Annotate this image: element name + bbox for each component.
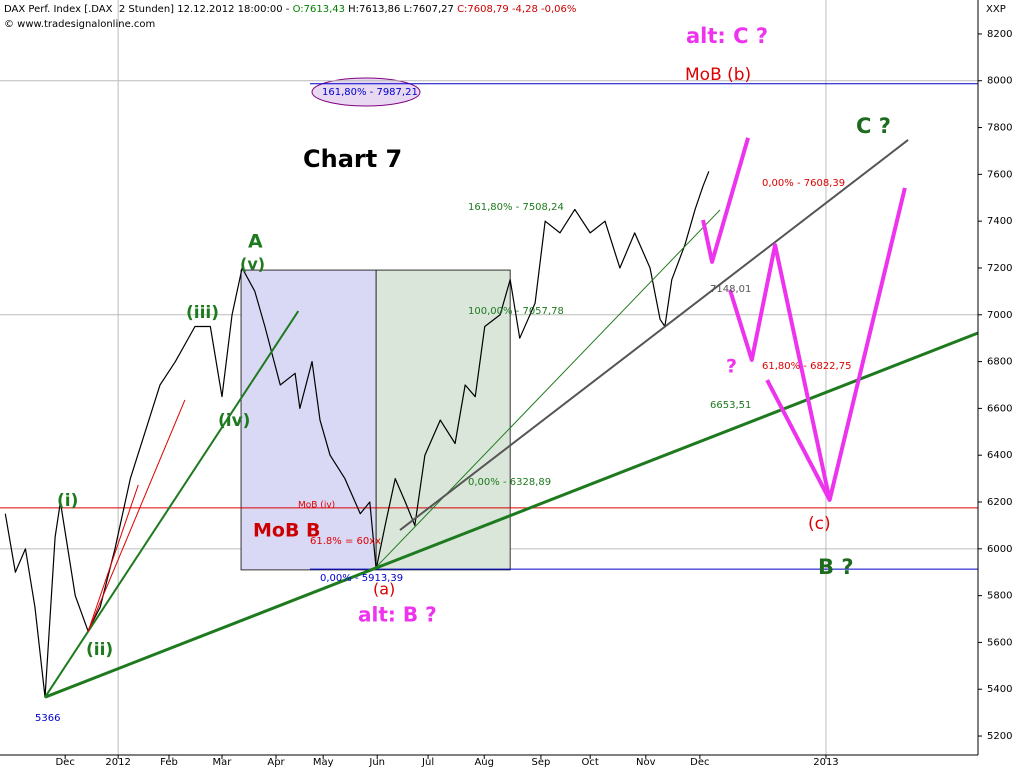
header-part: C:7608,79 -4,28 -0,06% (457, 4, 576, 15)
y-tick-label: 6800 (987, 357, 1012, 368)
annotation: ? (726, 356, 737, 378)
plot (0, 0, 979, 755)
y-tick-label: 6200 (987, 497, 1012, 508)
y-tick-label: 5200 (987, 731, 1012, 742)
trend-line (87, 399, 186, 633)
y-tick-label: 5600 (987, 637, 1012, 648)
price-line (4, 171, 710, 698)
annotation: 161,80% - 7508,24 (468, 202, 564, 213)
annotation: 161,80% - 7987,21 (322, 87, 418, 98)
y-tick-label: 7400 (987, 216, 1012, 227)
annotation: MoB (b) (685, 65, 751, 85)
trend-line (399, 139, 909, 531)
annotation: (ii) (86, 640, 113, 660)
label-ellipse (311, 77, 421, 107)
x-tick-label: Jun (368, 757, 385, 768)
annotation: (a) (373, 580, 395, 599)
y-tick-label: 6000 (987, 544, 1012, 555)
y-tick-label: 7200 (987, 263, 1012, 274)
annotation: 6653,51 (710, 400, 751, 411)
annotation: 7148,01 (710, 284, 751, 295)
x-tick-label: Aug (474, 757, 494, 768)
trend-line (87, 484, 139, 633)
y-tick-label: 5800 (987, 591, 1012, 602)
x-tick-label: Apr (267, 757, 285, 768)
annotation: (iii) (186, 303, 219, 323)
annotation: MoB (iv) (298, 501, 335, 511)
trend-line (44, 310, 300, 698)
y-tick-label: 6600 (987, 403, 1012, 414)
annotation: C ? (856, 114, 891, 138)
x-tick-label: Dec (55, 757, 74, 768)
copyright: © www.tradesignalonline.com (4, 19, 155, 30)
annotation: 61.8% = 60xx (310, 536, 381, 547)
annotation: (iv) (218, 411, 250, 431)
x-tick-label: 2013 (813, 757, 838, 768)
trend-line (765, 379, 832, 501)
box (375, 269, 511, 571)
annotation: 0,00% - 6328,89 (468, 477, 551, 488)
annotation: MoB B (253, 520, 321, 542)
header-part: H:7613,86 L:7607,27 (345, 4, 457, 15)
annotation: 5366 (35, 713, 60, 724)
annotation: 0,00% - 7608,39 (762, 178, 845, 189)
y-tick-label: 6400 (987, 450, 1012, 461)
annotation: (i) (57, 491, 78, 511)
x-tick-label: Jul (421, 757, 434, 768)
trend-line (728, 187, 907, 502)
header-part: DAX Perf. Index [.DAX 2 Stunden] 12.12.2… (4, 4, 293, 15)
x-tick-label: Oct (582, 757, 599, 768)
y-tick-label: 8200 (987, 29, 1012, 40)
annotation: B ? (818, 555, 854, 579)
annotation: 100,00% - 7057,78 (468, 306, 564, 317)
annotation: A (248, 231, 263, 253)
annotation: 61,80% - 6822,75 (762, 361, 851, 372)
x-tick-label: 2012 (105, 757, 130, 768)
x-tick-label: Dec (690, 757, 709, 768)
header-part: O:7613,43 (293, 4, 345, 15)
annotation: (v) (240, 255, 265, 274)
y-tick-label: 8000 (987, 76, 1012, 87)
trend-line (375, 209, 721, 568)
y-tick-label: 7600 (987, 169, 1012, 180)
x-tick-label: Feb (160, 757, 178, 768)
annotation: Chart 7 (303, 145, 402, 173)
x-tick-label: May (313, 757, 334, 768)
x-tick-label: Nov (636, 757, 656, 768)
annotation: alt: C ? (686, 24, 768, 48)
y-tick-label: 5400 (987, 684, 1012, 695)
annotation: (c) (808, 514, 831, 534)
symbol: XXP (986, 4, 1006, 15)
y-tick-label: 7000 (987, 310, 1012, 321)
box (240, 269, 377, 571)
annotation: alt: B ? (358, 603, 437, 627)
y-tick-label: 7800 (987, 123, 1012, 134)
header: DAX Perf. Index [.DAX 2 Stunden] 12.12.2… (4, 4, 576, 15)
trend-line (701, 137, 750, 264)
x-tick-label: Mar (213, 757, 233, 768)
x-tick-label: Sep (531, 757, 550, 768)
annotation: 0,00% - 5913,39 (320, 573, 403, 584)
trend-line (44, 331, 979, 699)
